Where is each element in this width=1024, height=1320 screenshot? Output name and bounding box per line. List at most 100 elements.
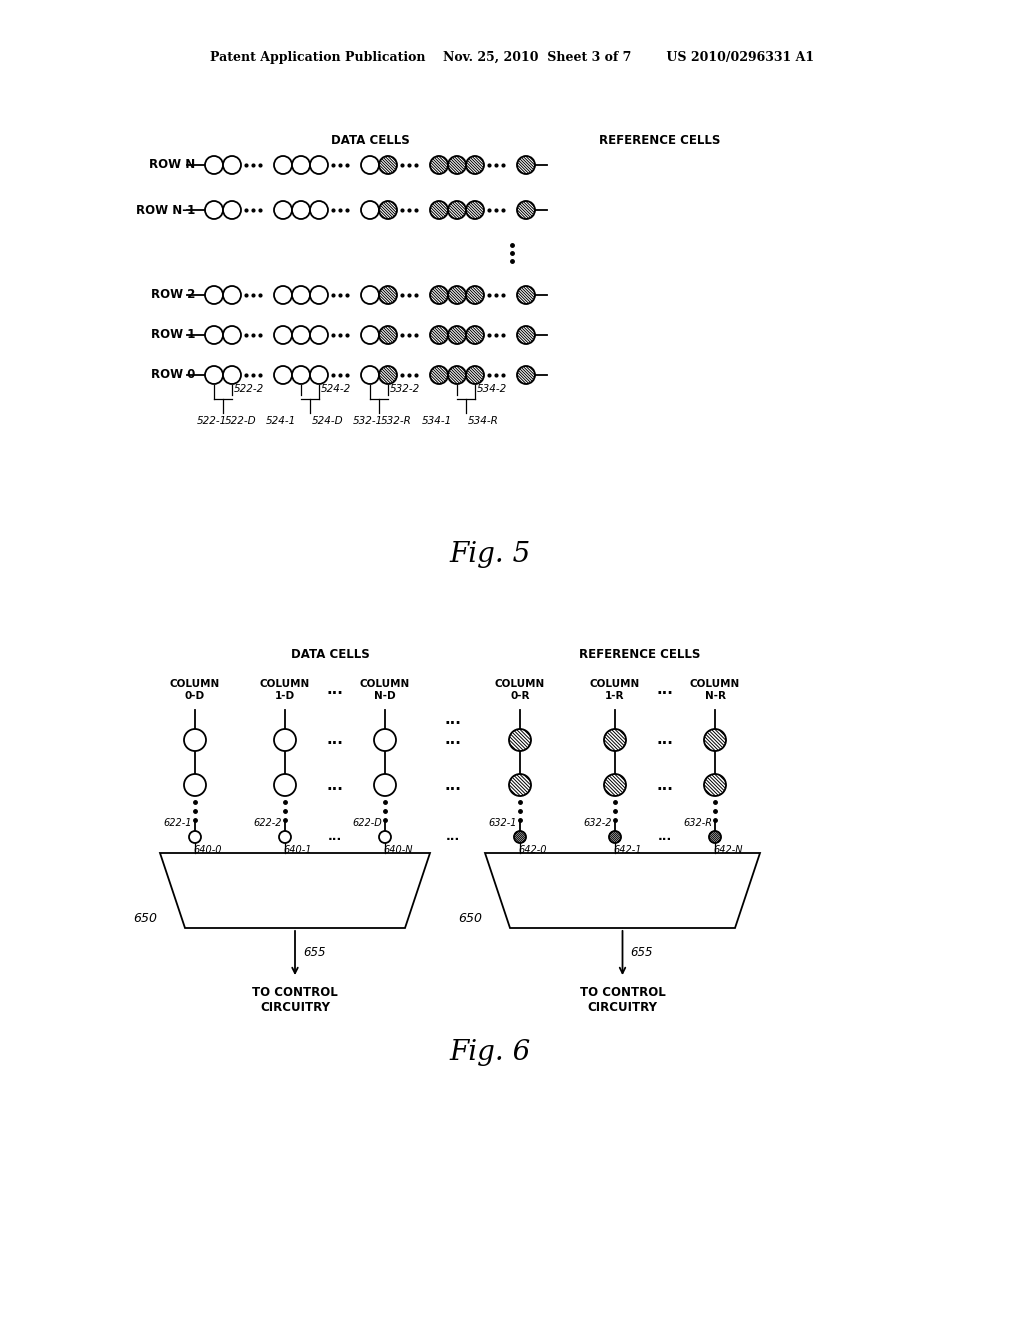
Circle shape <box>361 366 379 384</box>
Circle shape <box>292 326 310 345</box>
Circle shape <box>379 286 397 304</box>
Circle shape <box>709 832 721 843</box>
Text: 642-N: 642-N <box>713 845 742 855</box>
Text: Fig. 5: Fig. 5 <box>450 541 530 569</box>
Text: DATA CELLS: DATA CELLS <box>331 133 410 147</box>
Text: 640-1: 640-1 <box>283 845 311 855</box>
Circle shape <box>274 201 292 219</box>
Circle shape <box>274 326 292 345</box>
Circle shape <box>705 729 726 751</box>
Circle shape <box>292 286 310 304</box>
Text: ...: ... <box>656 733 674 747</box>
Circle shape <box>449 201 466 219</box>
Circle shape <box>430 286 449 304</box>
Circle shape <box>292 201 310 219</box>
Text: ROW N-1: ROW N-1 <box>136 203 195 216</box>
Text: COLUMN
N-R: COLUMN N-R <box>690 678 740 701</box>
Circle shape <box>374 729 396 751</box>
Circle shape <box>184 729 206 751</box>
Text: 622-2: 622-2 <box>254 818 282 828</box>
Text: COLUMN
N-D: COLUMN N-D <box>359 678 411 701</box>
Circle shape <box>379 201 397 219</box>
Text: ...: ... <box>327 682 343 697</box>
Text: TO CONTROL
CIRCUITRY: TO CONTROL CIRCUITRY <box>252 986 338 1014</box>
Circle shape <box>274 366 292 384</box>
Text: 650: 650 <box>458 912 482 925</box>
Text: ...: ... <box>444 777 461 792</box>
Circle shape <box>449 286 466 304</box>
Circle shape <box>223 366 241 384</box>
Circle shape <box>449 326 466 345</box>
Circle shape <box>517 366 535 384</box>
Text: 532-1: 532-1 <box>353 416 383 426</box>
Text: 522-2: 522-2 <box>234 384 264 393</box>
Circle shape <box>310 286 328 304</box>
Text: ...: ... <box>444 733 461 747</box>
Text: 524-2: 524-2 <box>321 384 351 393</box>
Circle shape <box>274 286 292 304</box>
Circle shape <box>310 156 328 174</box>
Text: Fig. 6: Fig. 6 <box>450 1040 530 1067</box>
Text: Patent Application Publication    Nov. 25, 2010  Sheet 3 of 7        US 2010/029: Patent Application Publication Nov. 25, … <box>210 51 814 65</box>
Text: COLUMN
0-D: COLUMN 0-D <box>170 678 220 701</box>
Text: DATA CELLS: DATA CELLS <box>291 648 370 661</box>
Text: 532-2: 532-2 <box>390 384 420 393</box>
Circle shape <box>604 729 626 751</box>
Circle shape <box>705 774 726 796</box>
Text: ...: ... <box>444 713 461 727</box>
Text: 524-1: 524-1 <box>266 416 296 426</box>
Text: ...: ... <box>656 682 674 697</box>
Circle shape <box>466 326 484 345</box>
Circle shape <box>430 366 449 384</box>
Circle shape <box>274 156 292 174</box>
Text: ...: ... <box>656 777 674 792</box>
Circle shape <box>517 326 535 345</box>
Text: REFERENCE CELLS: REFERENCE CELLS <box>580 648 700 661</box>
Circle shape <box>205 156 223 174</box>
Text: 622-D: 622-D <box>352 818 382 828</box>
Text: 640-N: 640-N <box>383 845 413 855</box>
Text: 655: 655 <box>631 946 653 960</box>
Circle shape <box>279 832 291 843</box>
Circle shape <box>514 832 526 843</box>
Text: ...: ... <box>328 830 342 843</box>
Text: COLUMN
0-R: COLUMN 0-R <box>495 678 545 701</box>
Circle shape <box>379 326 397 345</box>
Text: 632-1: 632-1 <box>488 818 517 828</box>
Text: 534-2: 534-2 <box>477 384 507 393</box>
Circle shape <box>466 286 484 304</box>
Circle shape <box>223 326 241 345</box>
Text: ROW 0: ROW 0 <box>151 368 195 381</box>
Circle shape <box>609 832 621 843</box>
Text: COLUMN
1-D: COLUMN 1-D <box>260 678 310 701</box>
Circle shape <box>310 201 328 219</box>
Circle shape <box>205 366 223 384</box>
Circle shape <box>517 156 535 174</box>
Circle shape <box>274 729 296 751</box>
Circle shape <box>361 326 379 345</box>
Circle shape <box>466 201 484 219</box>
Text: 632-2: 632-2 <box>584 818 612 828</box>
Text: 524-D: 524-D <box>312 416 344 426</box>
Circle shape <box>292 156 310 174</box>
Circle shape <box>205 326 223 345</box>
Circle shape <box>205 286 223 304</box>
Circle shape <box>361 156 379 174</box>
Text: ROW 1: ROW 1 <box>151 329 195 342</box>
Circle shape <box>604 774 626 796</box>
Text: ROW 2: ROW 2 <box>151 289 195 301</box>
Circle shape <box>184 774 206 796</box>
Circle shape <box>189 832 201 843</box>
Text: 650: 650 <box>133 912 157 925</box>
Circle shape <box>274 774 296 796</box>
Circle shape <box>223 201 241 219</box>
Text: 640-0: 640-0 <box>193 845 221 855</box>
Circle shape <box>509 729 531 751</box>
Text: 532-R: 532-R <box>381 416 412 426</box>
Circle shape <box>430 201 449 219</box>
Circle shape <box>361 286 379 304</box>
Text: ...: ... <box>445 830 460 843</box>
Circle shape <box>379 832 391 843</box>
Circle shape <box>205 201 223 219</box>
Circle shape <box>310 366 328 384</box>
